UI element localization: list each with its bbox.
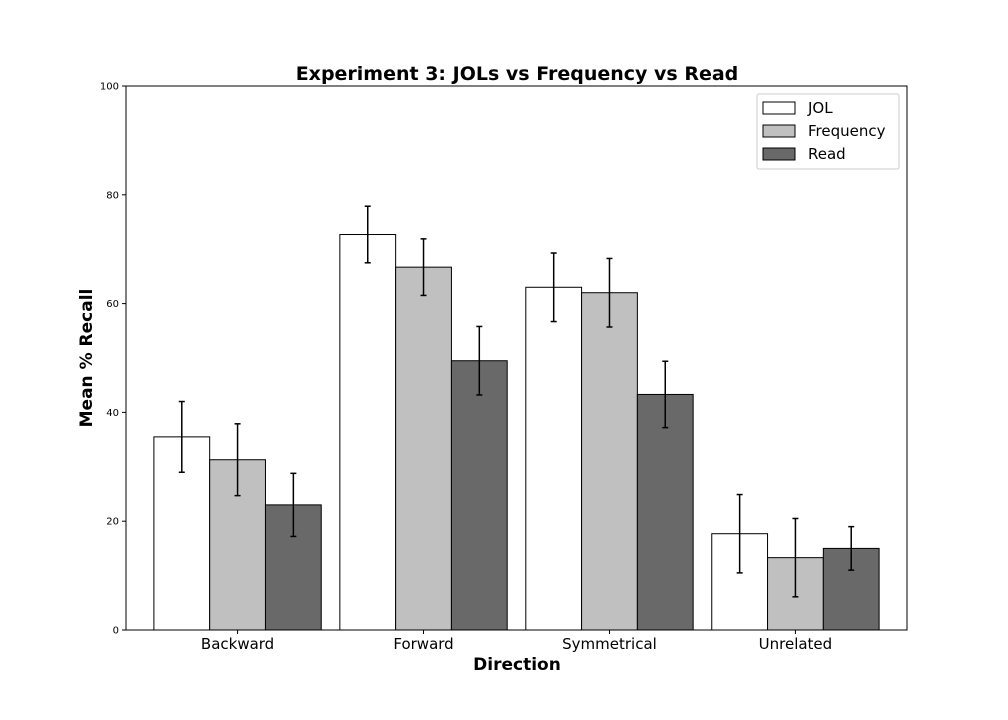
error-bar-jol-unrelated (736, 493, 743, 574)
plot-area-frame (125, 85, 908, 631)
error-bar-read-backward (290, 472, 297, 538)
error-bars-layer (178, 205, 855, 598)
y-tick-label-80: 80 (106, 190, 119, 201)
error-bar-jol-symmetrical (550, 252, 557, 323)
y-tick-label-60: 60 (106, 299, 119, 310)
x-axis: Backward Forward Symmetrical Unrelated (201, 630, 832, 653)
legend-swatch-frequency (762, 124, 796, 138)
error-bar-read-unrelated (848, 525, 855, 571)
y-axis-title: Mean % Recall (77, 289, 97, 428)
x-tick-label-forward: Forward (393, 635, 453, 653)
error-bar-read-symmetrical (662, 360, 669, 429)
error-bar-read-forward (476, 325, 483, 396)
bar-frequency-symmetrical (581, 292, 638, 631)
y-axis: 0 20 40 60 80 100 (100, 82, 126, 637)
x-tick-label-unrelated: Unrelated (759, 635, 833, 653)
chart-title: Experiment 3: JOLs vs Frequency vs Read (296, 63, 739, 85)
error-bar-frequency-backward (234, 423, 241, 497)
bar-jol-forward (339, 234, 397, 631)
bar-frequency-forward (395, 266, 452, 631)
error-bar-frequency-forward (420, 238, 427, 297)
y-tick-label-20: 20 (106, 517, 119, 528)
bar-jol-symmetrical (525, 286, 583, 631)
y-tick-label-40: 40 (106, 408, 119, 419)
bar-read-forward (450, 360, 508, 631)
legend-swatch-read (762, 147, 796, 161)
legend-label-jol: JOL (807, 99, 833, 117)
error-bar-frequency-unrelated (792, 517, 799, 598)
legend-label-read: Read (808, 145, 846, 163)
error-bar-jol-backward (178, 400, 185, 473)
y-tick-label-0: 0 (113, 626, 119, 637)
y-tick-label-100: 100 (100, 82, 119, 93)
legend-label-frequency: Frequency (808, 122, 886, 140)
error-bar-jol-forward (364, 205, 371, 264)
legend: JOL Frequency Read (756, 93, 900, 170)
error-bar-frequency-symmetrical (606, 257, 613, 328)
bars-layer (153, 234, 880, 631)
x-axis-title: Direction (473, 655, 561, 675)
x-tick-label-backward: Backward (201, 635, 274, 653)
legend-swatch-jol (762, 101, 796, 115)
bar-read-symmetrical (636, 393, 694, 631)
x-tick-label-symmetrical: Symmetrical (562, 635, 657, 653)
